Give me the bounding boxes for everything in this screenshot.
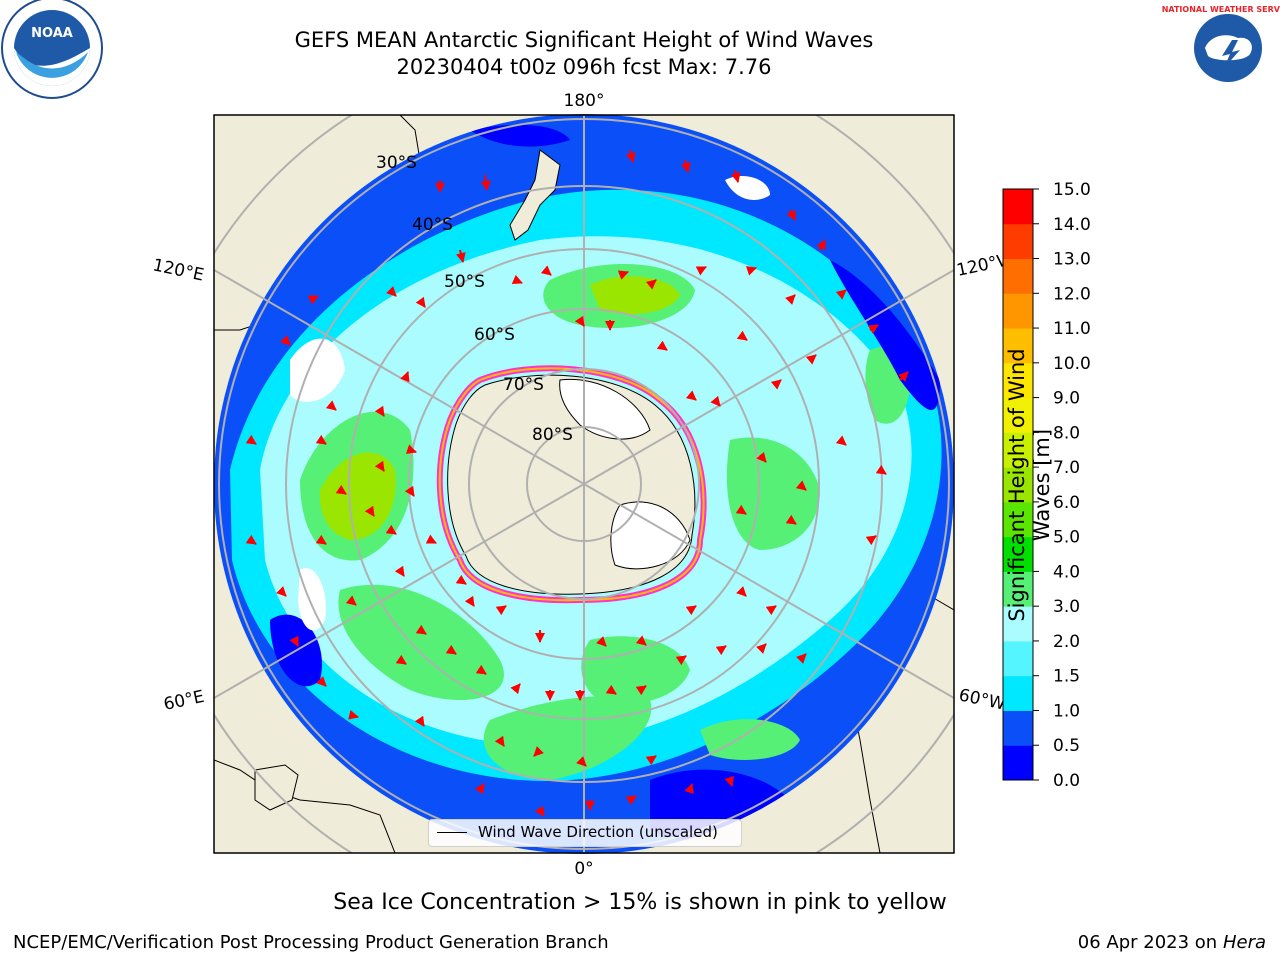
colorbar-swatch	[1003, 293, 1033, 329]
colorbar-swatch	[1003, 432, 1033, 468]
colorbar-swatch	[1003, 258, 1033, 294]
colorbar-swatch	[1003, 501, 1033, 538]
colorbar-tick-label: 5.0	[1053, 528, 1080, 548]
colorbar-tick-label: 15.0	[1053, 180, 1091, 200]
colorbar-tick-label: 7.0	[1053, 458, 1080, 478]
lat-label-60s: 60°S	[474, 325, 515, 345]
map-frame	[213, 114, 955, 854]
noaa-logo-text: NOAA	[31, 26, 73, 41]
lat-label-80s: 80°S	[532, 425, 573, 445]
legend-line-swatch	[437, 832, 467, 833]
footer-date-text: 06 Apr 2023 on	[1077, 932, 1223, 953]
nws-logo: NATIONAL WEATHER SERVICE	[1162, 0, 1280, 98]
colorbar-swatch	[1003, 571, 1033, 607]
footer-note: Sea Ice Concentration > 15% is shown in …	[333, 890, 947, 915]
wind-wave-arrows	[245, 149, 909, 817]
colorbar-tick-label: 0.5	[1053, 736, 1080, 756]
colorbar-tick-label: 0.0	[1053, 771, 1080, 791]
colorbar-swatch	[1003, 710, 1033, 746]
colorbar-swatch	[1003, 362, 1033, 399]
colorbar-tick-label: 8.0	[1053, 423, 1080, 443]
map-legend: Wind Wave Direction (unscaled)	[428, 819, 742, 847]
colorbar-swatch	[1003, 606, 1033, 642]
colorbar-swatch	[1003, 223, 1033, 260]
nws-logo-text: NATIONAL WEATHER SERVICE	[1162, 5, 1280, 14]
colorbar-tick-label: 1.0	[1053, 701, 1080, 721]
colorbar-label: Significant Height of Wind Waves [m]	[1005, 348, 1054, 622]
lat-label-70s: 70°S	[503, 375, 544, 395]
colorbar-border	[1002, 188, 1034, 781]
colorbar: 0.0 0.5 1.0 1.5 2.0 3.0 4.0 5.0 6.0 7.0 8.0 9.0 10.0…	[1002, 180, 1091, 791]
title-line-2: 20230404 t00z 096h fcst Max: 7.76	[396, 55, 772, 79]
colorbar-tick-label: 4.0	[1053, 562, 1080, 582]
colorbar-tick-label: 13.0	[1053, 250, 1091, 270]
footer-credit: NCEP/EMC/Verification Post Processing Pr…	[13, 932, 609, 953]
lon-label-60w: 60°W	[957, 685, 1007, 714]
colorbar-tick-label: 1.5	[1053, 667, 1080, 687]
colorbar-swatch	[1003, 536, 1033, 572]
colorbar-tick-label: 12.0	[1053, 284, 1091, 304]
colorbar-tick-label: 6.0	[1053, 493, 1080, 513]
colorbar-swatch	[1003, 189, 1033, 225]
graticule	[214, 115, 954, 853]
colorbar-tick-label: 11.0	[1053, 319, 1091, 339]
colorbar-swatch	[1003, 397, 1033, 433]
colorbar-tick-label: 14.0	[1053, 215, 1091, 235]
lon-label-0: 0°	[574, 859, 593, 879]
colorbar-tick-label: 2.0	[1053, 632, 1080, 652]
title-line-1: GEFS MEAN Antarctic Significant Height o…	[294, 28, 874, 52]
colorbar-tick-label: 10.0	[1053, 354, 1091, 374]
colorbar-swatch	[1003, 467, 1033, 503]
colorbar-tick-label: 3.0	[1053, 597, 1080, 617]
lat-label-40s: 40°S	[412, 215, 453, 235]
colorbar-swatch	[1003, 745, 1033, 781]
colorbar-tick-label: 9.0	[1053, 389, 1080, 409]
lat-label-30s: 30°S	[376, 153, 417, 173]
lat-label-50s: 50°S	[444, 272, 485, 292]
footer-date: 06 Apr 2023 on Hera	[1078, 932, 1266, 953]
lon-label-180: 180°	[564, 91, 605, 111]
colorbar-swatch	[1003, 328, 1033, 364]
legend-label: Wind Wave Direction (unscaled)	[478, 823, 718, 841]
colorbar-swatch	[1003, 640, 1033, 677]
colorbar-swatch	[1003, 675, 1033, 711]
noaa-logo: NOAA	[1, 0, 103, 99]
footer-host: Hera	[1222, 932, 1266, 953]
lon-label-120e: 120°E	[151, 255, 206, 285]
lon-label-60e: 60°E	[162, 687, 206, 715]
